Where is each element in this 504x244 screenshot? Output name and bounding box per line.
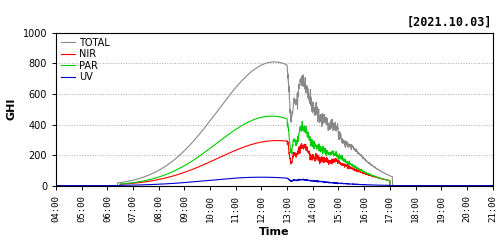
Line: TOTAL: TOTAL [56, 62, 492, 186]
NIR [427, 184, 433, 187]
UV [53, 184, 59, 187]
TOTAL [489, 184, 495, 187]
Y-axis label: GHI: GHI [7, 98, 17, 121]
PAR [221, 137, 227, 140]
UV [198, 180, 204, 183]
PAR [198, 153, 204, 156]
TOTAL [303, 87, 309, 90]
PAR [303, 131, 309, 133]
PAR [53, 184, 59, 187]
TOTAL [271, 61, 277, 63]
TOTAL [298, 78, 304, 81]
TOTAL [53, 184, 59, 187]
UV [406, 184, 412, 187]
UV [221, 178, 227, 181]
Line: NIR: NIR [56, 141, 492, 186]
PAR [427, 184, 433, 187]
PAR [406, 184, 412, 187]
Line: PAR: PAR [56, 116, 492, 186]
NIR [53, 184, 59, 187]
NIR [274, 139, 280, 142]
NIR [406, 184, 412, 187]
TOTAL [221, 101, 227, 104]
UV [259, 176, 265, 179]
TOTAL [406, 184, 412, 187]
PAR [489, 184, 495, 187]
NIR [303, 148, 309, 151]
Legend: TOTAL, NIR, PAR, UV: TOTAL, NIR, PAR, UV [59, 36, 112, 84]
NIR [198, 164, 204, 167]
UV [489, 184, 495, 187]
NIR [298, 145, 304, 148]
Line: UV: UV [56, 177, 492, 186]
PAR [269, 115, 275, 118]
X-axis label: Time: Time [259, 227, 289, 237]
PAR [298, 124, 304, 127]
TOTAL [198, 131, 204, 133]
UV [303, 178, 309, 181]
NIR [489, 184, 495, 187]
UV [427, 184, 433, 187]
UV [298, 178, 304, 181]
Text: [2021.10.03]: [2021.10.03] [407, 15, 492, 28]
NIR [221, 154, 227, 157]
TOTAL [427, 184, 433, 187]
